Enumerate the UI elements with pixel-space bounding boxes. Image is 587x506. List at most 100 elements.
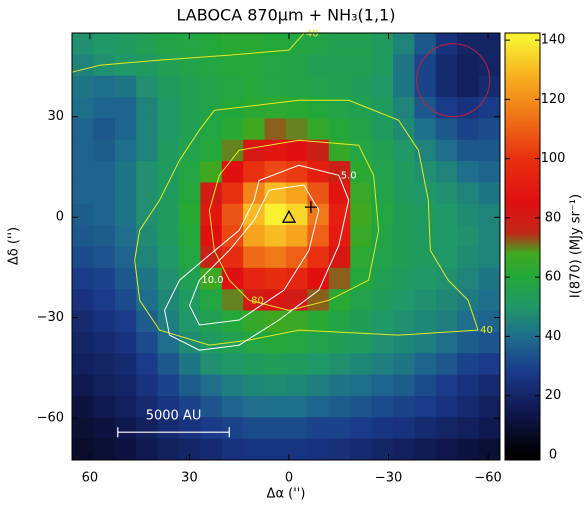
heatmap-cell [265,353,287,375]
heatmap-cell [265,417,287,439]
heatmap-cell [115,33,137,55]
heatmap-cell [93,375,115,397]
heatmap-cell [265,247,287,269]
chart: LABOCA 870μm + NH₃(1,1) Δα ('') Δδ ('') … [0,0,587,506]
heatmap-cell [72,140,94,162]
heatmap-cell [350,204,372,226]
heatmap-cell [72,353,94,375]
heatmap-cell [115,289,137,311]
heatmap-cell [115,311,137,333]
heatmap-cell [265,289,287,311]
heatmap-cell [93,225,115,247]
heatmap-cell [265,375,287,397]
heatmap-cell [457,118,479,140]
heatmap-cell [222,76,244,98]
heatmap-cell [329,33,351,55]
heatmap-cell [72,396,94,418]
heatmap-cell [72,97,94,119]
heatmap-cell [136,140,158,162]
heatmap-cell [307,375,329,397]
heatmap-cell [329,332,351,354]
heatmap-cell [479,417,501,439]
heatmap-cell [457,396,479,418]
colorbar-tick-label: 100 [541,151,566,166]
heatmap-cell [479,97,501,119]
heatmap-cell [436,76,458,98]
heatmap-cell [136,97,158,119]
contour-label: 10.0 [201,275,223,286]
heatmap-cell [350,439,372,461]
heatmap-cell [200,375,222,397]
colorbar-tick-label: 60 [545,270,562,285]
colorbar-tick-label: 80 [545,210,562,225]
heatmap-cell [414,97,436,119]
heatmap-cell [222,161,244,183]
heatmap-cell [115,97,137,119]
heatmap-cell [243,118,265,140]
heatmap-cell [350,332,372,354]
heatmap-cell [329,353,351,375]
heatmap-cell [243,268,265,290]
heatmap-cell [72,76,94,98]
heatmap-cell [200,311,222,333]
heatmap-cell [200,76,222,98]
heatmap-cell [479,33,501,55]
heatmap-cell [222,289,244,311]
heatmap-cell [265,225,287,247]
contour-label: 40 [480,325,493,336]
heatmap-cell [136,439,158,461]
heatmap-cell [115,268,137,290]
heatmap-cell [307,439,329,461]
heatmap-cell [222,33,244,55]
heatmap-cell [265,54,287,76]
heatmap-cell [179,289,201,311]
heatmap-cell [393,161,415,183]
heatmap-cell [393,439,415,461]
heatmap-cell [307,289,329,311]
heatmap-cell [265,396,287,418]
heatmap-cell [243,97,265,119]
heatmap-cell [457,417,479,439]
heatmap-cell [72,439,94,461]
x-tick-label: −60 [474,471,501,486]
heatmap-cell [286,118,308,140]
heatmap-cell [372,161,394,183]
heatmap-cell [307,353,329,375]
heatmap-cell [72,311,94,333]
heatmap-cell [222,417,244,439]
heatmap-cell [200,332,222,354]
heatmap-cell [72,268,94,290]
heatmap-cell [93,439,115,461]
heatmap-cell [372,417,394,439]
heatmap-cell [158,161,180,183]
heatmap-cell [222,247,244,269]
heatmap-cell [393,97,415,119]
heatmap-cell [329,375,351,397]
heatmap-cell [372,204,394,226]
heatmap-cell [286,289,308,311]
heatmap-cell [414,396,436,418]
heatmap-cell [200,247,222,269]
heatmap-cell [179,140,201,162]
heatmap-cell [93,204,115,226]
heatmap-cell [179,375,201,397]
heatmap-cell [329,268,351,290]
heatmap-cell [179,353,201,375]
heatmap-cell [200,118,222,140]
heatmap-cell [115,332,137,354]
heatmap-cell [457,332,479,354]
heatmap-cell [158,54,180,76]
heatmap-cell [136,311,158,333]
heatmap-cell [115,353,137,375]
heatmap-cell [243,417,265,439]
heatmap-cell [479,396,501,418]
x-axis-label: Δα ('') [267,487,306,502]
heatmap-cell [307,140,329,162]
heatmap-cell [243,353,265,375]
heatmap-cell [200,353,222,375]
heatmap-cell [243,225,265,247]
heatmap-cell [350,54,372,76]
heatmap-cell [243,247,265,269]
heatmap-cell [372,140,394,162]
heatmap-cell [115,375,137,397]
